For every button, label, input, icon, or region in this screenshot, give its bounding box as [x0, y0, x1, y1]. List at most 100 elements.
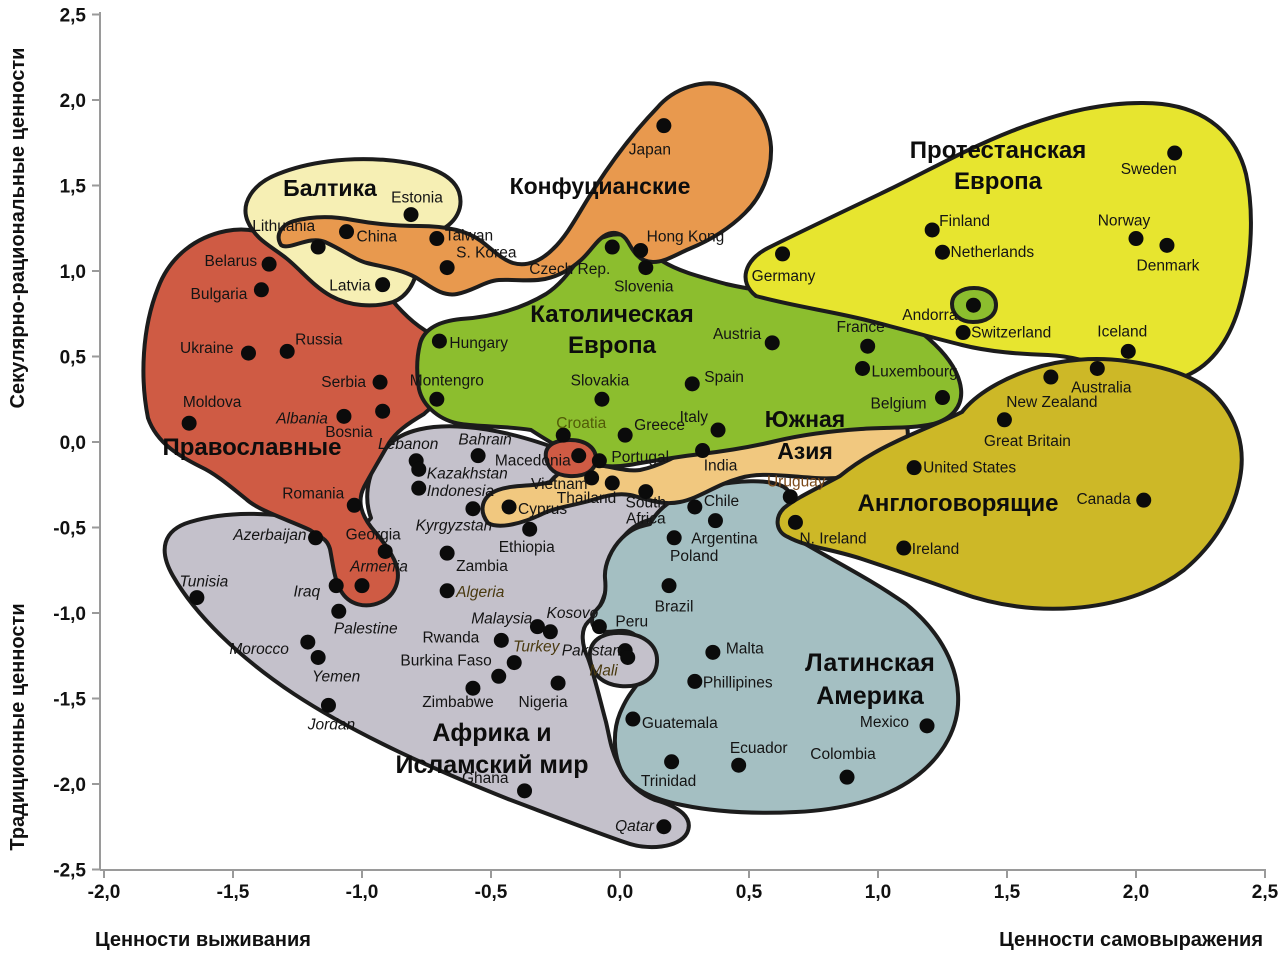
- label-kyrgyzstan: Kyrgyzstan: [416, 518, 493, 535]
- dot-norway: [1128, 231, 1144, 247]
- label-netherlands: Netherlands: [951, 244, 1035, 261]
- cluster-label-africa: Исламский мир: [395, 751, 588, 779]
- dot-burkina-faso: [491, 668, 507, 684]
- cluster-label-southasia: Южная: [765, 406, 845, 432]
- region-confucian: [276, 81, 774, 297]
- label-lithuania: Lithuania: [252, 218, 315, 235]
- cluster-label-africa: Африка и: [432, 719, 551, 747]
- label-trinidad: Trinidad: [641, 773, 696, 790]
- label-colombia: Colombia: [810, 746, 876, 763]
- x-axis-title-left: Ценности выживания: [95, 929, 311, 951]
- dot-lithuania: [310, 239, 326, 255]
- dot-japan: [656, 118, 672, 134]
- y-tick-label: -1,5: [53, 690, 86, 711]
- cluster-label-protestant: Европа: [954, 168, 1043, 195]
- dot-estonia: [403, 207, 419, 223]
- label-brazil: Brazil: [655, 599, 694, 616]
- dot-trinidad: [664, 754, 680, 770]
- label-iraq: Iraq: [293, 584, 320, 601]
- dot-uruguay: [782, 489, 798, 505]
- x-tick-label: 0,0: [607, 882, 633, 903]
- dot-jordan: [320, 697, 336, 713]
- label-russia: Russia: [295, 331, 343, 348]
- dot-s-korea: [439, 260, 455, 276]
- label-romania: Romania: [282, 485, 344, 502]
- label-slovakia: Slovakia: [571, 372, 630, 389]
- label-great-britain: Great Britain: [984, 433, 1071, 450]
- cluster-regions: [141, 81, 1253, 849]
- dot-peru: [591, 619, 607, 635]
- dot-ghana: [517, 783, 533, 799]
- dot-taiwan: [429, 231, 445, 247]
- label-zimbabwe: Zimbabwe: [422, 694, 494, 711]
- dot-tunisia: [189, 590, 205, 606]
- data-points: Estonia Lithuania Latvia Japan China TaiwanS.…: [179, 118, 1200, 835]
- label-yemen: Yemen: [312, 668, 360, 685]
- region-protestant: [743, 100, 1253, 384]
- dot-slovenia: [638, 260, 654, 276]
- dot-kyrgyzstan: [465, 501, 481, 517]
- label-taiwan: Taiwan: [445, 228, 493, 245]
- dot-algeria: [439, 583, 455, 599]
- label-luxembourg: Luxembourg: [872, 363, 958, 380]
- label-greece: Greece: [634, 417, 685, 434]
- cluster-label-latin: Латинская: [805, 649, 935, 677]
- dot-kosovo: [542, 624, 558, 640]
- label-argentina: Argentina: [691, 531, 758, 548]
- dot-croatia: [555, 427, 571, 443]
- dot-bosnia: [375, 403, 391, 419]
- label-georgia: Georgia: [346, 526, 402, 543]
- dot-zimbabwe: [465, 680, 481, 696]
- y-tick-label: 0,0: [60, 433, 86, 454]
- dot-luxembourg: [855, 360, 871, 376]
- label-kazakhstan: Kazakhstan: [427, 465, 508, 482]
- dot-romania: [346, 497, 362, 513]
- label-pakistan: Pakistan: [562, 643, 621, 660]
- label-morocco: Morocco: [229, 641, 289, 658]
- label-norway: Norway: [1098, 213, 1151, 230]
- dot-austria: [764, 335, 780, 351]
- label-estonia: Estonia: [391, 190, 443, 207]
- label-burkina-faso: Burkina Faso: [400, 652, 491, 669]
- label-bahrain: Bahrain: [458, 432, 511, 449]
- label-guatemala: Guatemala: [642, 715, 718, 732]
- dot-finland: [924, 222, 940, 238]
- dot-poland: [666, 530, 682, 546]
- label-portugal: Portugal: [611, 449, 669, 466]
- dot-armenia: [354, 578, 370, 594]
- dot-qatar: [656, 819, 672, 835]
- label-rwanda: Rwanda: [422, 629, 479, 646]
- label-latvia: Latvia: [329, 278, 371, 295]
- label-macedonia: Macedonia: [495, 453, 571, 470]
- x-tick-label: -0,5: [475, 882, 508, 903]
- label-malaysia: Malaysia: [471, 611, 533, 628]
- dot-zambia: [439, 545, 455, 561]
- cluster-labels: Балтика Конфуцианские Православные Католиче…: [162, 137, 1086, 779]
- y-tick-label: 2,0: [60, 91, 86, 112]
- dot-moldova: [181, 415, 197, 431]
- dot-bulgaria: [253, 282, 269, 298]
- x-tick-label: -1,0: [346, 882, 379, 903]
- cluster-label-english: Англоговорящие: [858, 490, 1059, 517]
- x-tick-label: -2,0: [88, 882, 121, 903]
- dot-china: [339, 224, 355, 240]
- label-poland: Poland: [670, 548, 718, 565]
- dot-canada: [1136, 492, 1152, 508]
- label-uruguay: Uruguay: [767, 474, 826, 491]
- label-mali: Mali: [589, 662, 618, 679]
- dot-iceland: [1120, 343, 1136, 359]
- y-tick-label: 0,5: [60, 348, 87, 369]
- y-tick-label: -2,0: [53, 775, 86, 796]
- dot-malaysia: [529, 619, 545, 635]
- dot-nigeria: [550, 675, 566, 691]
- dot-india: [695, 443, 711, 459]
- region-english: [775, 357, 1244, 611]
- dot-andorra: [965, 297, 981, 313]
- label-vietnam: Vietnam: [531, 476, 588, 493]
- label-japan: Japan: [629, 142, 671, 159]
- dot-mexico: [919, 718, 935, 734]
- label-kosovo: Kosovo: [546, 605, 598, 622]
- dot-serbia: [372, 374, 388, 390]
- cluster-label-southasia: Азия: [777, 438, 833, 464]
- dot-palestine: [331, 603, 347, 619]
